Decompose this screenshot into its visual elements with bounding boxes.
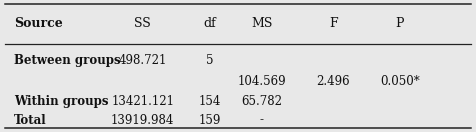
Text: Source: Source (14, 17, 63, 30)
Text: Total: Total (14, 114, 47, 127)
Text: 65.782: 65.782 (241, 95, 282, 108)
Text: -: - (260, 114, 264, 127)
Text: 498.721: 498.721 (119, 54, 167, 67)
Text: 13919.984: 13919.984 (111, 114, 175, 127)
Text: MS: MS (251, 17, 272, 30)
Text: 0.050*: 0.050* (380, 75, 420, 88)
Text: df: df (203, 17, 216, 30)
Text: 5: 5 (206, 54, 213, 67)
Text: 154: 154 (198, 95, 221, 108)
Text: Between groups: Between groups (14, 54, 121, 67)
Text: 159: 159 (198, 114, 221, 127)
Text: SS: SS (134, 17, 151, 30)
Text: P: P (396, 17, 404, 30)
Text: 2.496: 2.496 (317, 75, 350, 88)
Text: 104.569: 104.569 (238, 75, 286, 88)
Text: 13421.121: 13421.121 (111, 95, 174, 108)
Text: Within groups: Within groups (14, 95, 109, 108)
Text: F: F (329, 17, 337, 30)
